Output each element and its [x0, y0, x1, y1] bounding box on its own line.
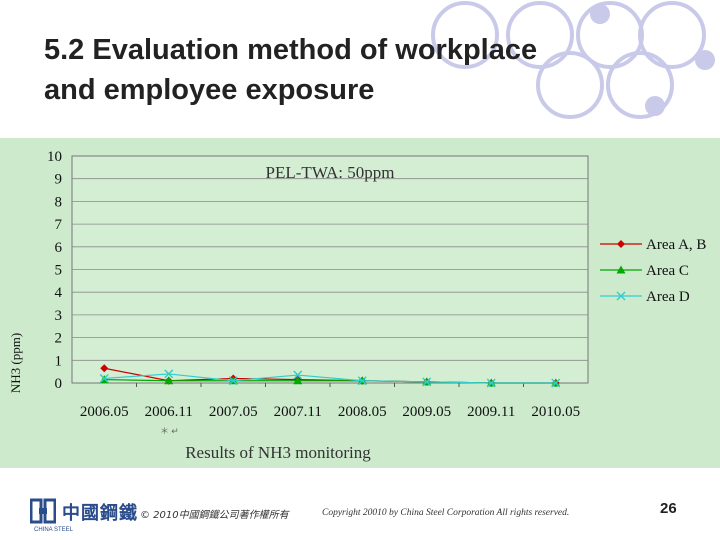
data-point [99, 373, 109, 383]
y-tick-label: 6 [55, 240, 63, 256]
copyright-english: Copyright 20010 by China Steel Corporati… [322, 508, 570, 518]
x-tick-label: 2006.05 [80, 404, 129, 420]
slide-title-line-2: and employee exposure [44, 74, 375, 106]
legend-entry: Area A, B [600, 237, 706, 253]
data-point [293, 370, 303, 380]
y-axis-label: NH3 (ppm) [8, 333, 23, 393]
logo-text: 中國鋼鐵 [62, 503, 138, 524]
slide-title: 5.2 Evaluation method of workplace and e… [44, 30, 537, 110]
legend-label: Area C [646, 263, 689, 279]
y-tick-label: 7 [55, 217, 63, 233]
china-steel-logo-icon [30, 498, 56, 524]
y-tick-label: 1 [55, 353, 63, 369]
legend-entry: Area C [600, 263, 689, 279]
x-tick-labels: 2006.05 2006.11 2007.05 2007.11 2008.05 2009.… [80, 404, 580, 420]
chart-title: PEL-TWA: 50ppm [266, 163, 395, 182]
legend-label: Area D [646, 289, 690, 305]
logo-subtext: CHINA STEEL [34, 527, 74, 533]
legend-entry: Area D [600, 289, 690, 305]
x-tick-label: 2009.11 [467, 404, 515, 420]
data-point [422, 377, 432, 387]
data-point [551, 378, 561, 388]
x-tick-label: 2009.05 [402, 404, 451, 420]
y-tick-label: 2 [55, 331, 63, 347]
y-tick-label: 8 [55, 194, 63, 210]
y-tick-label: 3 [55, 308, 63, 324]
copyright-chinese: © 2010中國鋼鐵公司著作權所有 [140, 510, 289, 521]
chart-caption: Results of NH3 monitoring [185, 443, 371, 462]
x-tick-label: 2006.11 [145, 404, 193, 420]
data-point [357, 376, 367, 386]
data-point [164, 369, 174, 379]
page-number: 26 [660, 500, 677, 517]
legend-marker [616, 265, 626, 274]
x-tick-label: 2008.05 [338, 404, 387, 420]
slide-title-line-1: 5.2 Evaluation method of workplace [44, 34, 538, 66]
legend-label: Area A, B [646, 237, 706, 253]
decorative-circles [431, 1, 715, 119]
x-tick-label: 2010.05 [531, 404, 580, 420]
chart-series [99, 364, 561, 388]
y-tick-labels: 0 1 2 3 4 5 6 7 8 9 10 [47, 149, 63, 392]
chart-caption-marker: ＊ ↵ [160, 426, 179, 436]
legend-marker [617, 240, 625, 248]
x-tick-label: 2007.11 [274, 404, 322, 420]
data-point [100, 364, 109, 373]
y-tick-label: 10 [47, 149, 62, 165]
footer [0, 468, 720, 540]
series-line [104, 373, 556, 384]
data-point [228, 376, 238, 386]
y-tick-label: 9 [55, 172, 63, 188]
y-tick-label: 5 [55, 263, 63, 279]
data-point [164, 376, 174, 385]
data-point [293, 376, 303, 385]
x-tick-label: 2007.05 [209, 404, 258, 420]
legend-marker [616, 291, 626, 301]
data-point [486, 378, 496, 388]
y-tick-label: 0 [55, 376, 63, 392]
chart-gridlines [71, 155, 589, 387]
chart-legend: Area A, B Area C Area D [600, 237, 706, 305]
y-tick-label: 4 [55, 285, 63, 301]
series-x [99, 369, 561, 388]
nh3-monitoring-chart: 0 1 2 3 4 5 6 7 8 9 10 2006.05 2006.11 2007.05 2007.1… [8, 149, 706, 462]
